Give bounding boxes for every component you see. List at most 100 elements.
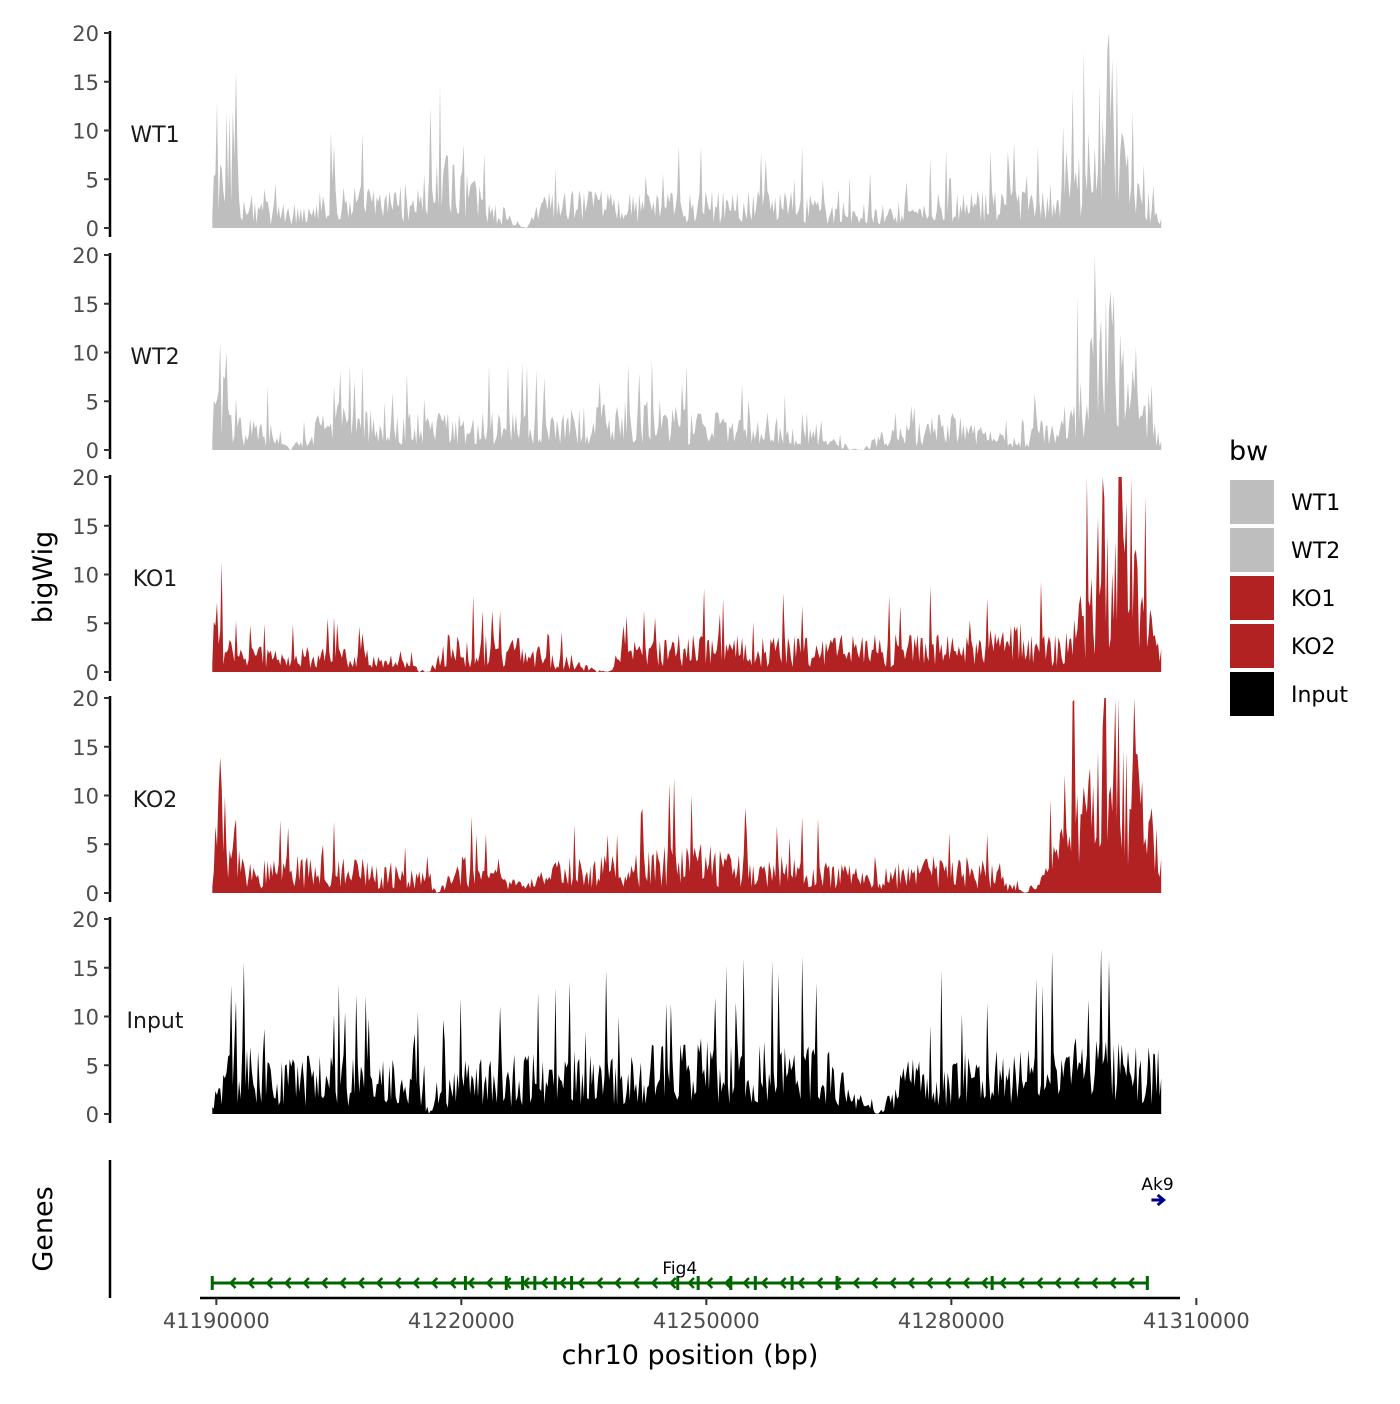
strand-arrow bbox=[1090, 1277, 1099, 1289]
strand-arrow bbox=[925, 1277, 934, 1289]
y-tick-label: 15 bbox=[72, 736, 99, 760]
exon bbox=[676, 1276, 680, 1290]
legend-key-ko1 bbox=[1230, 576, 1274, 620]
signal-area-wt1 bbox=[212, 33, 1162, 228]
strand-arrow bbox=[540, 1277, 549, 1289]
y-tick-label: 5 bbox=[86, 612, 99, 636]
strand-arrow bbox=[228, 1277, 237, 1289]
strand-arrow bbox=[1072, 1277, 1080, 1289]
track-label-wt2: WT2 bbox=[130, 345, 179, 370]
strand-arrow bbox=[1108, 1277, 1117, 1289]
x-tick-label: 41220000 bbox=[408, 1309, 515, 1333]
x-tick-label: 41280000 bbox=[898, 1309, 1005, 1333]
strand-arrow bbox=[430, 1277, 439, 1289]
strand-arrow bbox=[393, 1277, 402, 1289]
x-axis-title: chr10 position (bp) bbox=[562, 1340, 819, 1371]
y-tick-label: 0 bbox=[86, 439, 99, 463]
y-tick-label: 0 bbox=[86, 217, 99, 241]
y-tick-label: 10 bbox=[72, 564, 99, 588]
strand-arrow bbox=[852, 1277, 860, 1289]
track-panel-input: Input bbox=[127, 948, 1162, 1114]
exon bbox=[570, 1276, 574, 1290]
legend-key-ko2 bbox=[1230, 624, 1274, 668]
strand-arrow bbox=[723, 1277, 732, 1289]
strand-arrow bbox=[907, 1277, 915, 1289]
y-tick-label: 5 bbox=[86, 168, 99, 192]
strand-arrow bbox=[668, 1277, 677, 1289]
axis-layer: 0510152005101520051015200510152005101520… bbox=[72, 22, 1250, 1333]
track-panel-wt1: WT1 bbox=[130, 33, 1162, 228]
track-panel-wt2: WT2 bbox=[130, 255, 1162, 450]
strand-arrow bbox=[1035, 1277, 1044, 1289]
exon bbox=[990, 1276, 994, 1290]
legend: bw WT1 WT2 KO1 KO2 Input bbox=[1229, 436, 1348, 716]
exon bbox=[210, 1276, 214, 1290]
strand-arrow bbox=[815, 1277, 824, 1289]
y-tick-label: 20 bbox=[72, 687, 99, 711]
x-tick-label: 41190000 bbox=[163, 1309, 270, 1333]
strand-arrow bbox=[778, 1277, 787, 1289]
strand-arrow bbox=[797, 1277, 805, 1289]
track-label-wt1: WT1 bbox=[130, 123, 179, 148]
y-tick-label: 20 bbox=[72, 908, 99, 932]
exon bbox=[521, 1276, 525, 1290]
strand-arrow bbox=[247, 1277, 255, 1289]
legend-key-input bbox=[1230, 672, 1274, 716]
strand-arrow bbox=[742, 1277, 750, 1289]
x-tick-label: 41310000 bbox=[1143, 1309, 1250, 1333]
signal-area-ko1 bbox=[212, 477, 1162, 672]
exon bbox=[463, 1276, 467, 1290]
genes-layer: Fig4 Ak9 bbox=[210, 1175, 1174, 1290]
strand-arrow bbox=[943, 1277, 952, 1289]
exon bbox=[533, 1276, 537, 1290]
strand-arrow bbox=[1156, 1193, 1167, 1207]
tracks-layer: WT1 WT2 KO1 KO2 Input bbox=[127, 33, 1162, 1114]
track-label-ko1: KO1 bbox=[133, 567, 178, 592]
y-tick-label: 20 bbox=[72, 466, 99, 490]
gene-label: Fig4 bbox=[662, 1259, 697, 1279]
strand-arrow bbox=[357, 1277, 365, 1289]
y-tick-label: 5 bbox=[86, 390, 99, 414]
strand-arrow bbox=[980, 1277, 989, 1289]
legend-label-wt1: WT1 bbox=[1291, 491, 1340, 516]
strand-arrow bbox=[1017, 1277, 1025, 1289]
strand-arrow bbox=[577, 1277, 585, 1289]
y-tick-label: 15 bbox=[72, 71, 99, 95]
track-label-ko2: KO2 bbox=[133, 788, 178, 813]
legend-label-ko1: KO1 bbox=[1291, 587, 1336, 612]
strand-arrow bbox=[595, 1277, 604, 1289]
legend-title: bw bbox=[1229, 436, 1268, 467]
gene-label: Ak9 bbox=[1141, 1175, 1173, 1195]
y-tick-label: 10 bbox=[72, 1006, 99, 1030]
track-panel-ko1: KO1 bbox=[133, 477, 1162, 672]
strand-arrow bbox=[485, 1277, 494, 1289]
strand-arrow bbox=[1053, 1277, 1062, 1289]
strand-arrow bbox=[558, 1277, 567, 1289]
strand-arrow bbox=[962, 1277, 970, 1289]
exon bbox=[504, 1276, 508, 1290]
y-tick-label: 10 bbox=[72, 785, 99, 809]
strand-arrow bbox=[302, 1277, 310, 1289]
exon bbox=[729, 1276, 733, 1290]
legend-label-wt2: WT2 bbox=[1291, 539, 1340, 564]
strand-arrow bbox=[705, 1277, 714, 1289]
strand-arrow bbox=[687, 1277, 695, 1289]
strand-arrow bbox=[375, 1277, 384, 1289]
gene-ak9: Ak9 bbox=[1141, 1175, 1174, 1207]
y-tick-label: 5 bbox=[86, 1054, 99, 1078]
strand-arrow bbox=[888, 1277, 897, 1289]
strand-arrow bbox=[320, 1277, 329, 1289]
strand-arrow bbox=[760, 1277, 769, 1289]
strand-arrow bbox=[448, 1277, 457, 1289]
y-tick-label: 15 bbox=[72, 293, 99, 317]
track-label-input: Input bbox=[127, 1009, 184, 1034]
strand-arrow bbox=[1127, 1277, 1135, 1289]
y-tick-label: 15 bbox=[72, 957, 99, 981]
legend-label-ko2: KO2 bbox=[1291, 635, 1336, 660]
y-tick-label: 20 bbox=[72, 22, 99, 46]
legend-label-input: Input bbox=[1291, 683, 1348, 708]
gene-fig4: Fig4 bbox=[210, 1259, 1149, 1290]
signal-area-input bbox=[212, 948, 1162, 1114]
signal-area-ko2 bbox=[212, 698, 1162, 893]
y-tick-label: 10 bbox=[72, 342, 99, 366]
